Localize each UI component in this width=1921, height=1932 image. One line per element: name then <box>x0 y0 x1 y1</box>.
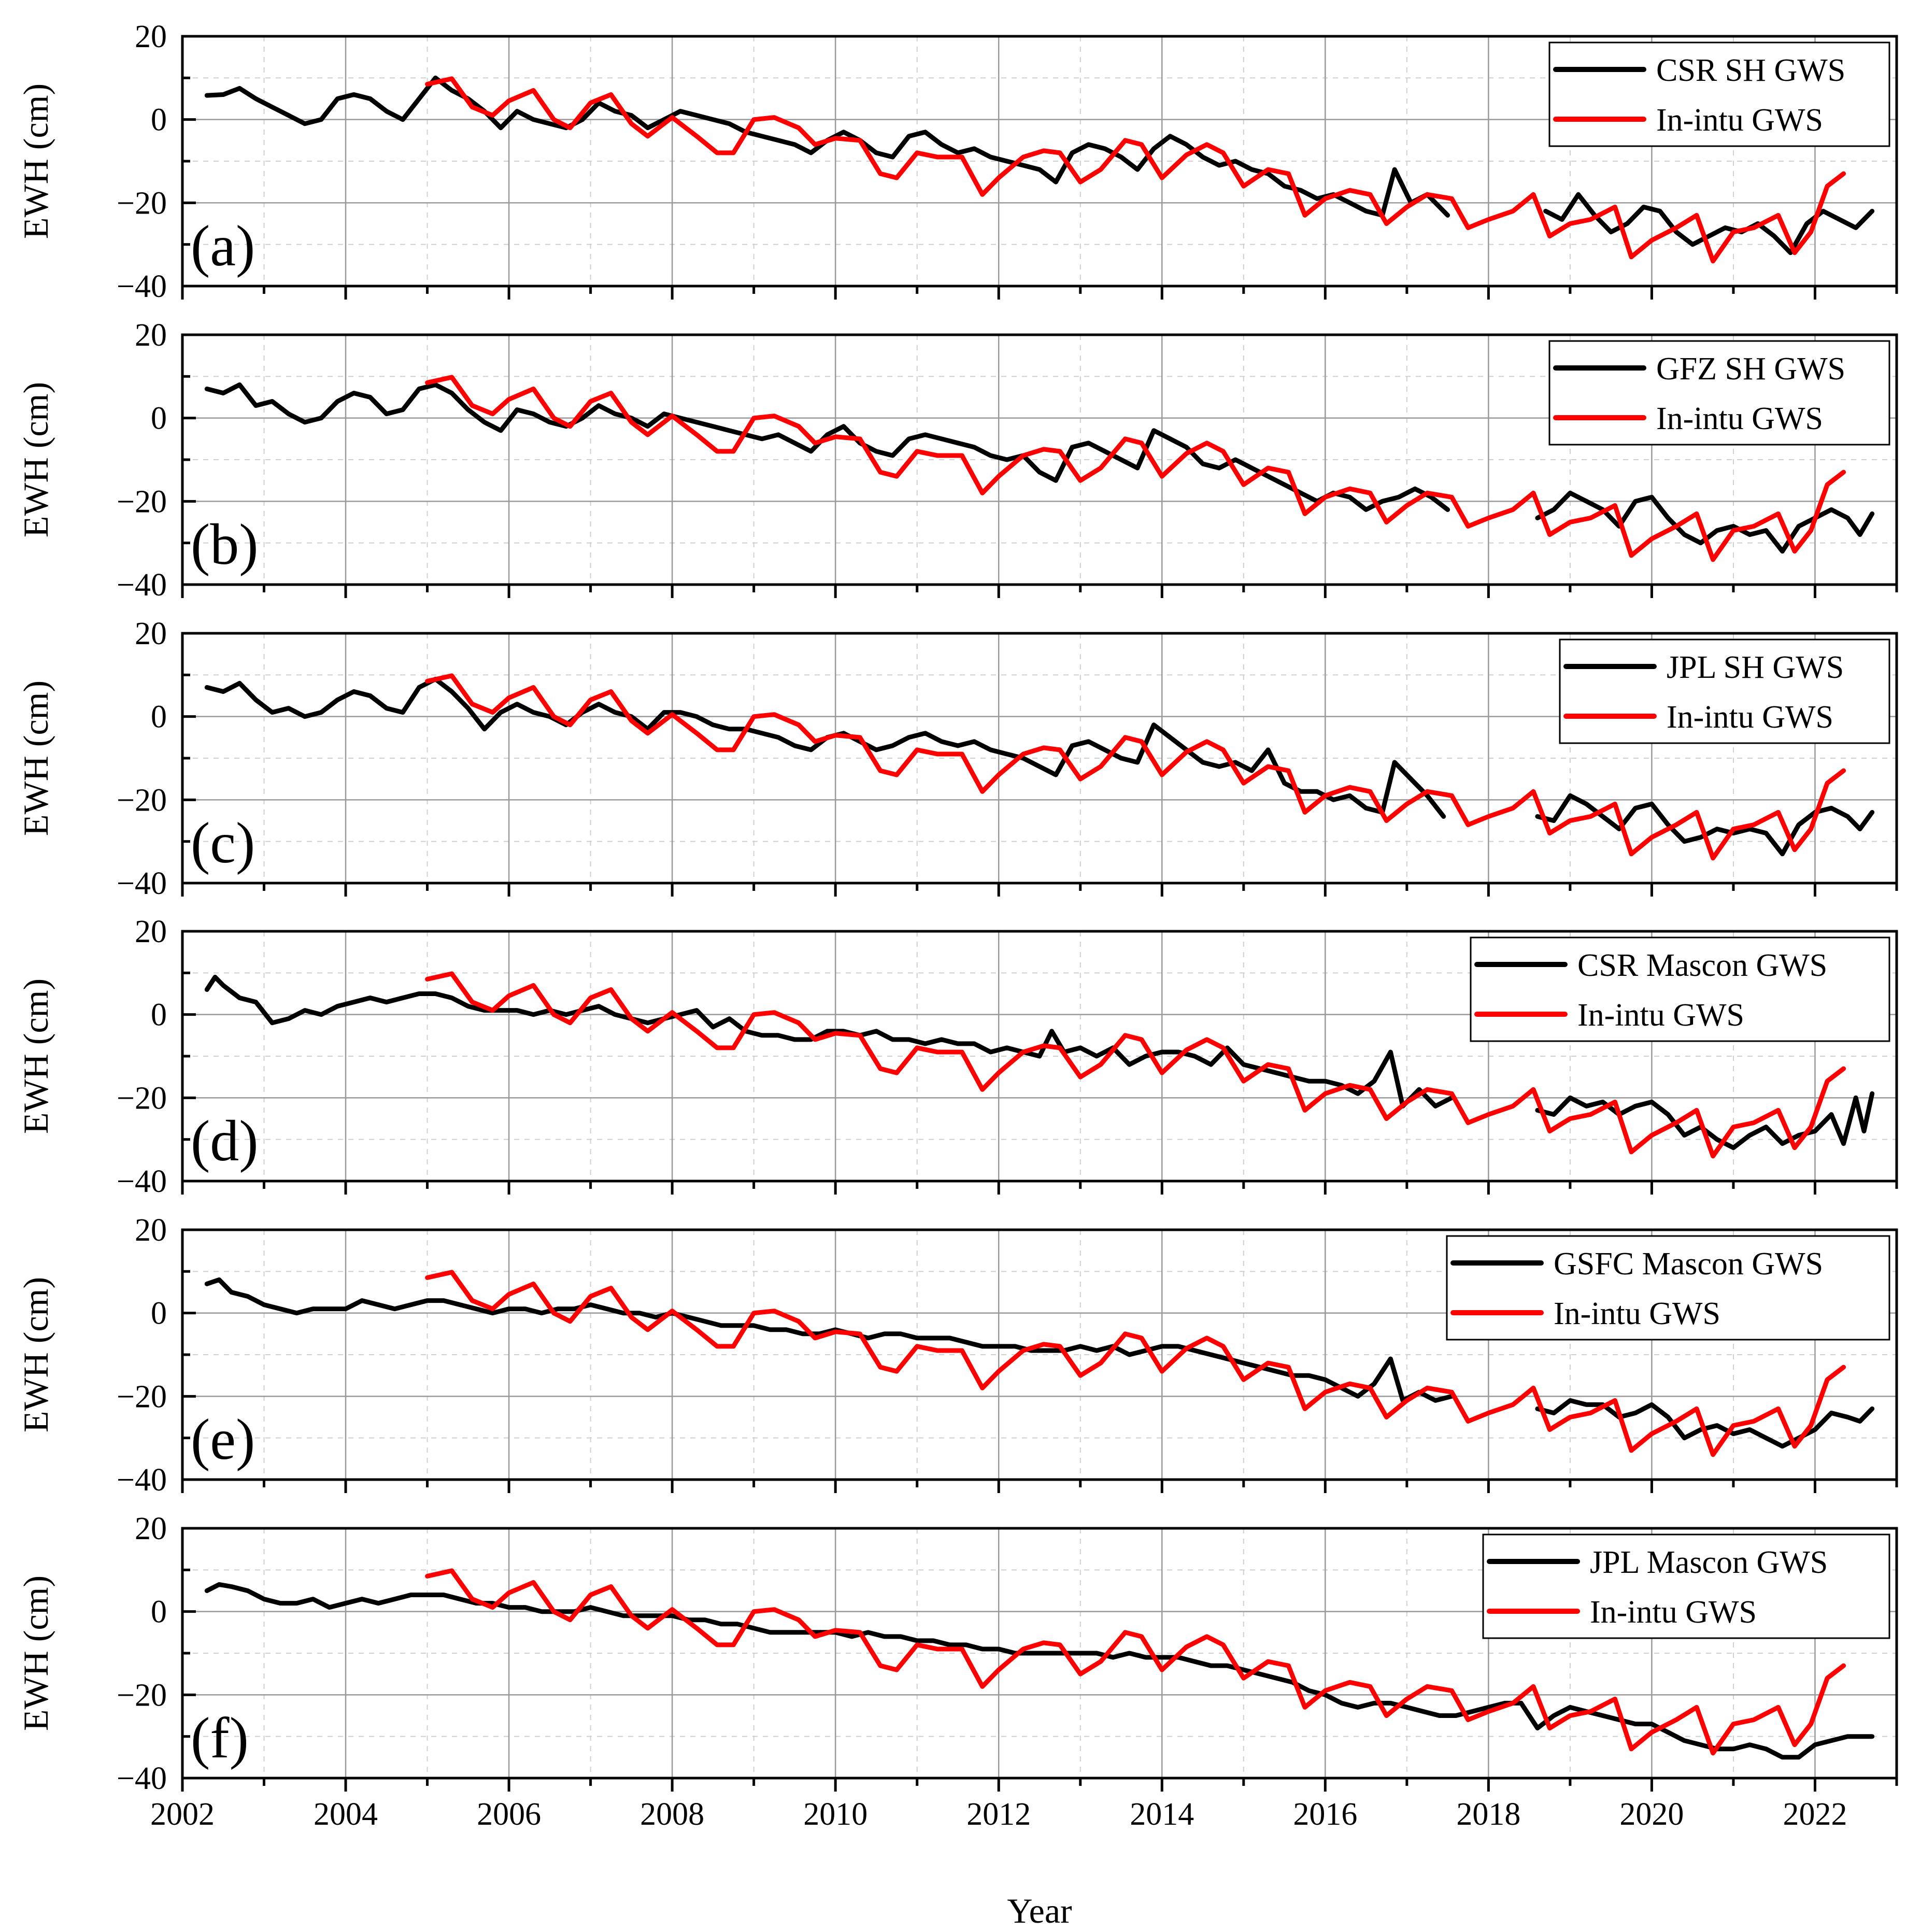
y-tick-label: −40 <box>117 567 167 603</box>
y-tick-label: −20 <box>117 783 167 818</box>
legend-entry-insitu-label: In-intu GWS <box>1577 998 1744 1033</box>
legend: CSR SH GWS In-intu GWS <box>1548 41 1890 147</box>
y-tick-label: −20 <box>117 1678 167 1713</box>
y-tick-label: −40 <box>117 1164 167 1199</box>
legend-entry-model-label: GFZ SH GWS <box>1656 351 1845 387</box>
y-tick-label: 0 <box>151 998 167 1033</box>
x-tick-label: 2006 <box>477 1797 541 1832</box>
x-tick-label: 2012 <box>966 1797 1031 1832</box>
y-tick-label: 20 <box>135 1511 167 1546</box>
y-axis-title: EWH (cm) <box>16 680 55 836</box>
x-tick-label: 2022 <box>1783 1797 1847 1832</box>
y-tick-label: 0 <box>151 1595 167 1630</box>
legend-entry-insitu-label: In-intu GWS <box>1656 401 1823 436</box>
y-tick-label: −20 <box>117 1379 167 1414</box>
legend: JPL SH GWS In-intu GWS <box>1559 638 1890 744</box>
legend-entry-insitu-label: In-intu GWS <box>1667 700 1833 735</box>
y-tick-label: −20 <box>117 1081 167 1116</box>
x-tick-label: 2008 <box>640 1797 704 1832</box>
legend-box <box>1559 638 1890 744</box>
y-tick-label: 0 <box>151 700 167 735</box>
y-tick-label: −40 <box>117 1761 167 1796</box>
legend-entry-model-label: JPL SH GWS <box>1667 650 1844 685</box>
y-tick-label: −20 <box>117 186 167 221</box>
legend-box <box>1548 41 1890 147</box>
y-tick-label: 0 <box>151 401 167 436</box>
legend-entry-insitu-label: In-intu GWS <box>1656 103 1823 138</box>
panel-f: −40 −20 0 20 EWH (cm) (f) JPL Mascon GWS In-int… <box>16 1511 1898 1832</box>
y-tick-label: −40 <box>117 1462 167 1498</box>
legend-entry-model-label: GSFC Mascon GWS <box>1554 1246 1823 1282</box>
chart-panels: −40 −20 0 20 EWH (cm) (a) CSR SH GWS In-intu GW… <box>16 19 1898 1832</box>
series-line-insitu <box>425 375 1846 562</box>
x-tick-label: 2002 <box>150 1797 215 1832</box>
x-tick-label: 2020 <box>1619 1797 1684 1832</box>
y-axis-title: EWH (cm) <box>16 382 55 537</box>
y-tick-label: 20 <box>135 318 167 353</box>
y-tick-label: 0 <box>151 1296 167 1331</box>
series-line-model <box>204 974 1875 1150</box>
panel-a: −40 −20 0 20 EWH (cm) (a) CSR SH GWS In-intu GW… <box>16 19 1898 304</box>
legend-entry-model-label: CSR SH GWS <box>1656 53 1845 88</box>
x-tick-label: 2010 <box>803 1797 867 1832</box>
y-axis-title: EWH (cm) <box>16 978 55 1134</box>
y-axis-title: EWH (cm) <box>16 1575 55 1731</box>
legend-entry-insitu-label: In-intu GWS <box>1554 1296 1720 1331</box>
series-line-insitu <box>425 971 1846 1159</box>
panel-label: (a) <box>191 214 255 278</box>
x-tick-label: 2016 <box>1293 1797 1357 1832</box>
panel-label: (c) <box>191 811 255 875</box>
y-tick-label: −20 <box>117 484 167 519</box>
y-tick-label: 20 <box>135 616 167 651</box>
legend-box <box>1446 1235 1890 1341</box>
panel-label: (b) <box>191 513 259 577</box>
legend-entry-insitu-label: In-intu GWS <box>1590 1595 1757 1630</box>
legend: GSFC Mascon GWS In-intu GWS <box>1446 1235 1890 1341</box>
x-axis-title: Year <box>1007 1891 1072 1930</box>
panel-b: −40 −20 0 20 EWH (cm) (b) GFZ SH GWS In-intu GW… <box>16 318 1898 603</box>
legend-entry-model-label: JPL Mascon GWS <box>1590 1545 1828 1580</box>
panel-c: −40 −20 0 20 EWH (cm) (c) JPL SH GWS In-intu GW… <box>16 616 1898 901</box>
legend-box <box>1482 1533 1890 1639</box>
panel-label: (d) <box>191 1109 259 1173</box>
series-line-model <box>204 1277 1875 1449</box>
legend-box <box>1548 340 1890 446</box>
series-line-model <box>204 382 1875 554</box>
y-tick-label: 20 <box>135 1213 167 1248</box>
panel-e: −40 −20 0 20 EWH (cm) (e) GSFC Mascon GWS In-in… <box>16 1213 1898 1498</box>
legend-entry-model-label: CSR Mascon GWS <box>1577 948 1827 983</box>
legend: JPL Mascon GWS In-intu GWS <box>1482 1533 1890 1639</box>
panel-d: −40 −20 0 20 EWH (cm) (d) CSR Mascon GWS In-int… <box>16 914 1898 1199</box>
x-tick-label: 2014 <box>1130 1797 1194 1832</box>
y-axis-title: EWH (cm) <box>16 83 55 239</box>
panel-label: (f) <box>191 1706 249 1770</box>
panel-label: (e) <box>191 1408 255 1472</box>
series-line-insitu <box>425 76 1846 264</box>
legend: CSR Mascon GWS In-intu GWS <box>1470 936 1890 1042</box>
y-axis-title: EWH (cm) <box>16 1277 55 1432</box>
x-tick-label: 2004 <box>314 1797 378 1832</box>
legend-box <box>1470 936 1890 1042</box>
y-tick-label: −40 <box>117 866 167 901</box>
y-tick-label: −40 <box>117 269 167 304</box>
y-tick-label: 0 <box>151 103 167 138</box>
series-line-insitu <box>425 673 1846 861</box>
series-line-insitu <box>425 1568 1846 1756</box>
series-line-insitu <box>425 1270 1846 1457</box>
y-tick-label: 20 <box>135 19 167 54</box>
legend: GFZ SH GWS In-intu GWS <box>1548 340 1890 446</box>
x-tick-label: 2018 <box>1456 1797 1520 1832</box>
y-tick-label: 20 <box>135 914 167 949</box>
